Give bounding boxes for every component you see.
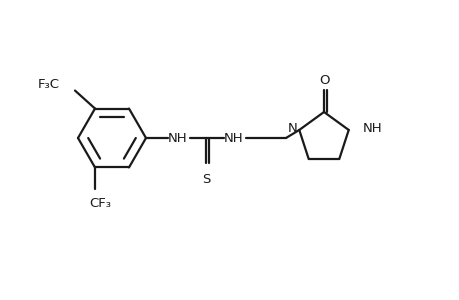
Text: NH: NH bbox=[224, 131, 243, 145]
Text: F₃C: F₃C bbox=[38, 78, 60, 91]
Text: S: S bbox=[202, 173, 210, 186]
Text: O: O bbox=[319, 74, 330, 88]
Text: N: N bbox=[287, 122, 297, 136]
Text: CF₃: CF₃ bbox=[89, 197, 111, 210]
Text: NH: NH bbox=[362, 122, 381, 136]
Text: NH: NH bbox=[168, 131, 187, 145]
